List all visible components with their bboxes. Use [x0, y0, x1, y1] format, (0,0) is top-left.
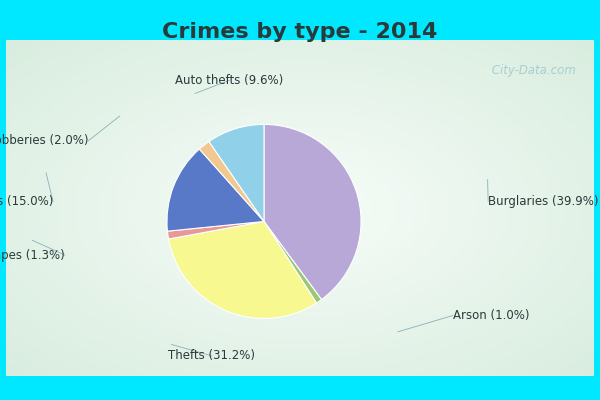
Wedge shape [167, 222, 264, 239]
Text: Robberies (2.0%): Robberies (2.0%) [0, 134, 88, 147]
Wedge shape [167, 149, 264, 231]
Text: Arson (1.0%): Arson (1.0%) [453, 309, 529, 322]
Text: Auto thefts (9.6%): Auto thefts (9.6%) [175, 74, 284, 87]
Wedge shape [169, 222, 317, 318]
Wedge shape [199, 142, 264, 222]
Wedge shape [264, 124, 361, 300]
Text: Rapes (1.3%): Rapes (1.3%) [0, 248, 65, 262]
Wedge shape [264, 222, 322, 303]
Text: Crimes by type - 2014: Crimes by type - 2014 [163, 22, 437, 42]
Wedge shape [209, 124, 264, 222]
Text: Thefts (31.2%): Thefts (31.2%) [168, 349, 256, 362]
Text: Assaults (15.0%): Assaults (15.0%) [0, 195, 53, 208]
Text: Burglaries (39.9%): Burglaries (39.9%) [488, 195, 599, 208]
Text: City-Data.com: City-Data.com [488, 64, 577, 76]
